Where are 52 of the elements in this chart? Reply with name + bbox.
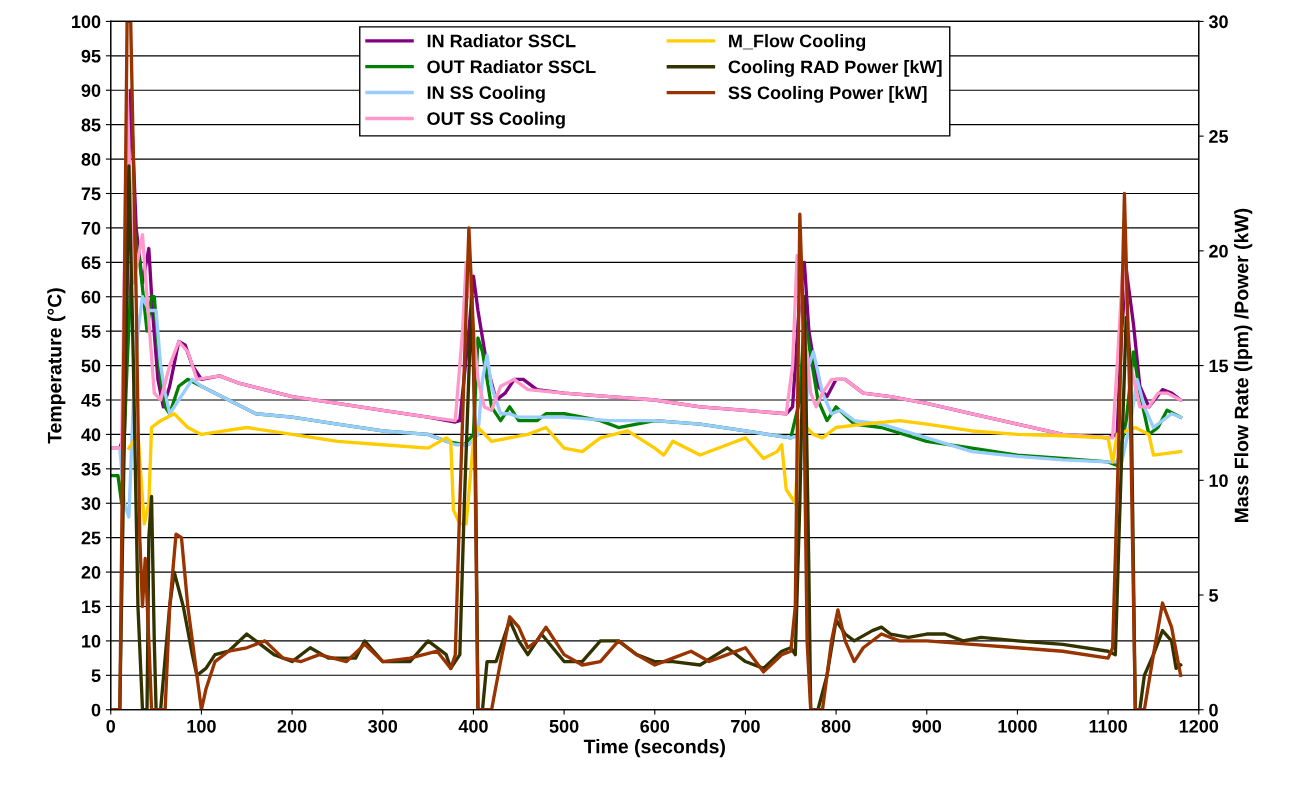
y2-tick-label: 10 [1209,474,1228,488]
x-tick-label: 900 [912,719,942,733]
y2-tick-label: 15 [1209,359,1229,373]
legend-label: OUT SS Cooling [427,111,565,129]
legend-label: Cooling RAD Power [kW] [728,59,942,77]
x-tick-label: 300 [368,719,398,733]
x-tick-label: 1000 [998,719,1037,733]
y2-tick-label: 20 [1209,244,1228,258]
y-tick-label: 25 [81,531,101,545]
x-tick-label: 100 [187,719,216,733]
y-tick-label: 10 [82,634,101,648]
y2-tick-label: 5 [1209,589,1219,602]
x-tick-label: 0 [106,719,116,733]
y-tick-label: 5 [91,669,101,683]
y-tick-label: 85 [81,118,101,132]
y-tick-label: 80 [81,153,101,166]
x-tick-label: 1100 [1089,719,1127,733]
legend-label: IN SS Cooling [427,85,545,103]
line-series [127,412,1183,526]
y-tick-label: 45 [81,394,101,407]
y-tick-label: 40 [81,428,101,442]
y2-tick-label: 0 [1209,703,1218,717]
x-tick-label: 500 [549,719,579,733]
y-tick-label: 55 [81,325,101,338]
y-tick-label: 95 [81,49,101,63]
x-tick-label: 1200 [1179,719,1219,733]
x-tick-label: 400 [458,719,488,733]
legend-label: OUT Radiator SSCL [427,59,596,74]
y-tick-label: 75 [81,187,101,201]
y2-axis-title: Mass Flow Rate (lpm) /Power (kW) [1234,208,1253,522]
legend-label: IN Radiator SSCL [427,34,576,48]
legend-label: SS Cooling Power [kW] [728,85,927,103]
y-tick-label: 70 [81,221,101,235]
y-tick-label: 50 [81,359,101,373]
y2-tick-label: 30 [1208,15,1228,29]
y-tick-label: 100 [72,15,101,29]
legend-label: M_Flow Cooling [729,34,866,51]
y-tick-label: 20 [81,566,101,579]
x-tick-label: 200 [277,719,307,733]
x-tick-label: 800 [821,719,851,733]
x-axis-title: Time (seconds) [583,739,725,758]
x-tick-label: 600 [640,719,670,733]
y-tick-label: 15 [82,600,101,614]
y-tick-label: 35 [81,462,101,476]
y-tick-label: 0 [91,703,101,717]
y-tick-label: 90 [81,84,101,97]
x-tick-label: 700 [731,719,760,733]
y-tick-label: 30 [81,497,101,510]
y-tick-label: 60 [81,290,101,304]
y2-tick-label: 25 [1209,130,1229,143]
y-axis-title: Temperature (°C) [47,288,66,444]
y-tick-label: 65 [81,256,101,270]
